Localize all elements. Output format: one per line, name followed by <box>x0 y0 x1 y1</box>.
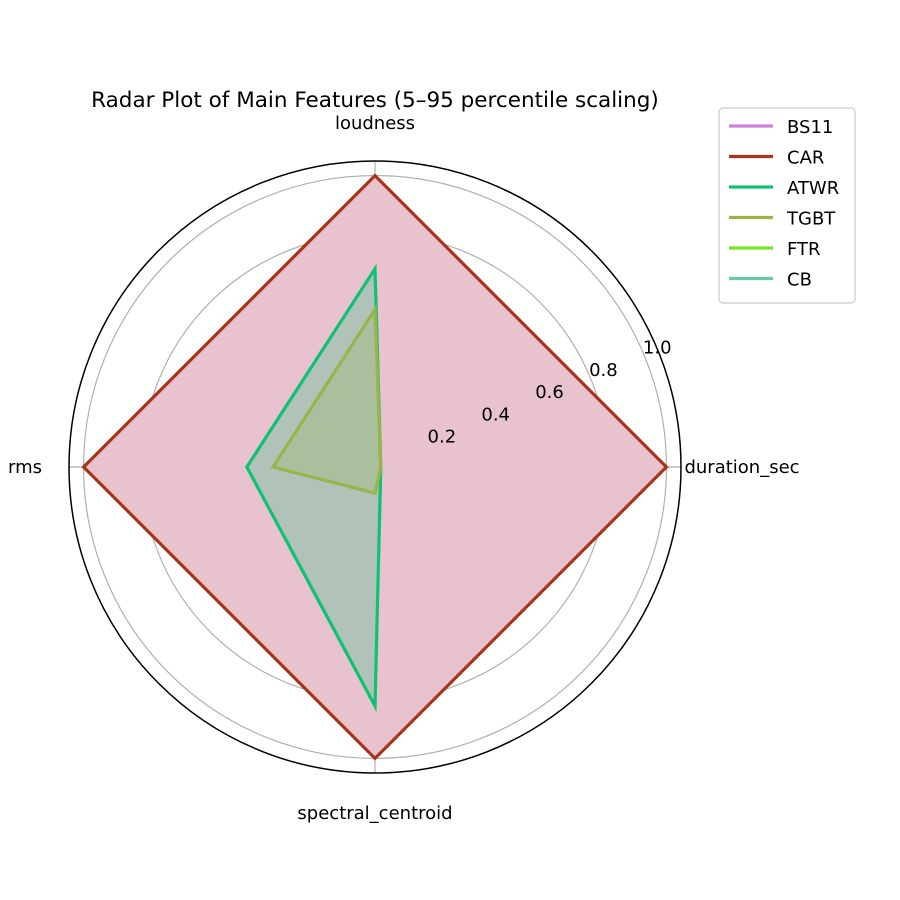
axis-label-spectral_centroid: spectral_centroid <box>297 803 452 824</box>
radial-tick-label-3: 0.8 <box>589 360 618 381</box>
legend-label-BS11: BS11 <box>787 117 833 138</box>
legend-label-CB: CB <box>787 270 812 291</box>
axis-label-loudness: loudness <box>335 113 415 134</box>
polar-frame <box>68 160 682 774</box>
series-line-CAR <box>81 173 669 761</box>
legend-label-CAR: CAR <box>787 148 824 169</box>
legend-label-TGBT: TGBT <box>786 209 836 230</box>
radial-tick-label-0: 0.2 <box>428 427 457 448</box>
legend-label-FTR: FTR <box>787 239 821 260</box>
radial-tick-label-2: 0.6 <box>535 382 564 403</box>
radial-tick-labels: 0.2 0.4 0.6 0.8 1.0 <box>428 337 672 447</box>
axis-label-rms: rms <box>8 457 42 478</box>
radar-frame <box>68 160 682 774</box>
radial-tick-label-1: 0.4 <box>481 404 510 425</box>
chart-title: Radar Plot of Main Features (5–95 percen… <box>91 88 659 113</box>
series-fill-ATWR <box>246 268 381 706</box>
axis-label-duration_sec: duration_sec <box>684 457 799 478</box>
series-line-TGBT <box>270 304 383 496</box>
legend: BS11 CAR ATWR TGBT FTR CB <box>718 107 856 304</box>
series-fill-TGBT <box>273 309 381 494</box>
series-lines <box>81 173 669 761</box>
axis-labels: duration_sec loudness rms spectral_centroid <box>8 113 800 824</box>
legend-label-ATWR: ATWR <box>787 178 839 199</box>
radial-tick-label-4: 1.0 <box>643 337 672 358</box>
